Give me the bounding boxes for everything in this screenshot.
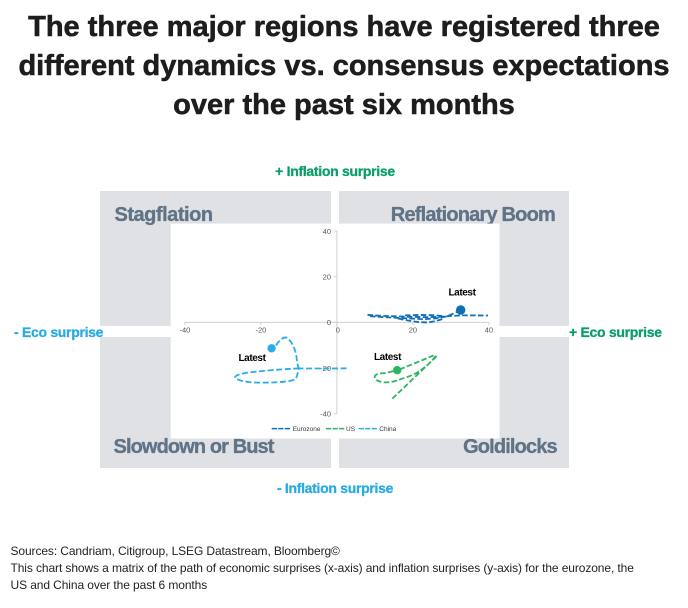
svg-text:-40: -40 [320, 410, 331, 419]
svg-text:Latest: Latest [448, 288, 476, 299]
svg-text:20: 20 [409, 325, 417, 334]
svg-text:China: China [379, 426, 396, 433]
svg-text:Latest: Latest [374, 352, 402, 363]
svg-text:Latest: Latest [238, 353, 266, 364]
svg-text:US: US [346, 426, 356, 433]
svg-text:0: 0 [336, 325, 340, 334]
svg-text:0: 0 [327, 318, 331, 327]
svg-text:Eurozone: Eurozone [293, 426, 321, 433]
svg-text:20: 20 [323, 273, 331, 282]
svg-text:40: 40 [485, 325, 493, 334]
svg-text:40: 40 [323, 227, 331, 236]
svg-text:-20: -20 [255, 325, 266, 334]
svg-text:-40: -40 [179, 325, 190, 334]
